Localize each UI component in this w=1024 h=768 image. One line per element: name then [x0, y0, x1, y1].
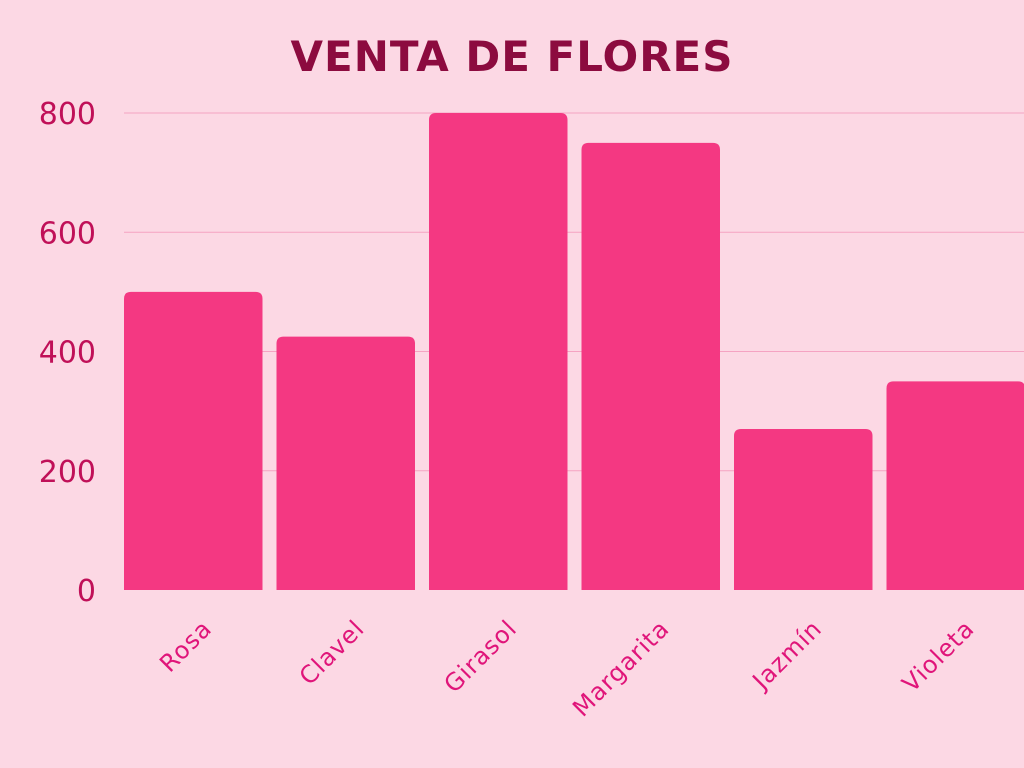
y-tick-label: 200 — [39, 455, 96, 490]
x-tick-label: Girasol — [439, 614, 523, 698]
bar-margarita — [581, 142, 720, 590]
x-tick-label: Jazmín — [746, 614, 828, 696]
bar-girasol — [429, 113, 568, 590]
x-tick-label: Violeta — [897, 614, 980, 697]
x-tick-label: Clavel — [294, 614, 370, 690]
y-tick-label: 800 — [39, 97, 96, 132]
x-axis-labels: Rosa Clavel Girasol Margarita Jazmín Violeta — [154, 614, 980, 722]
gridlines — [124, 112, 1024, 472]
y-axis-ticks: 0 200 400 600 800 — [39, 97, 96, 609]
y-tick-label: 400 — [39, 336, 96, 371]
y-tick-label: 0 — [77, 574, 96, 609]
x-tick-label: Margarita — [567, 614, 675, 722]
bar-rosa — [124, 291, 263, 590]
bar-jazmín — [734, 429, 873, 590]
bar-clavel — [276, 336, 415, 590]
bar-violeta — [886, 381, 1024, 590]
bars — [124, 113, 1024, 590]
x-tick-label: Rosa — [154, 614, 217, 677]
chart-title: VENTA DE FLORES — [290, 32, 734, 81]
y-tick-label: 600 — [39, 216, 96, 251]
